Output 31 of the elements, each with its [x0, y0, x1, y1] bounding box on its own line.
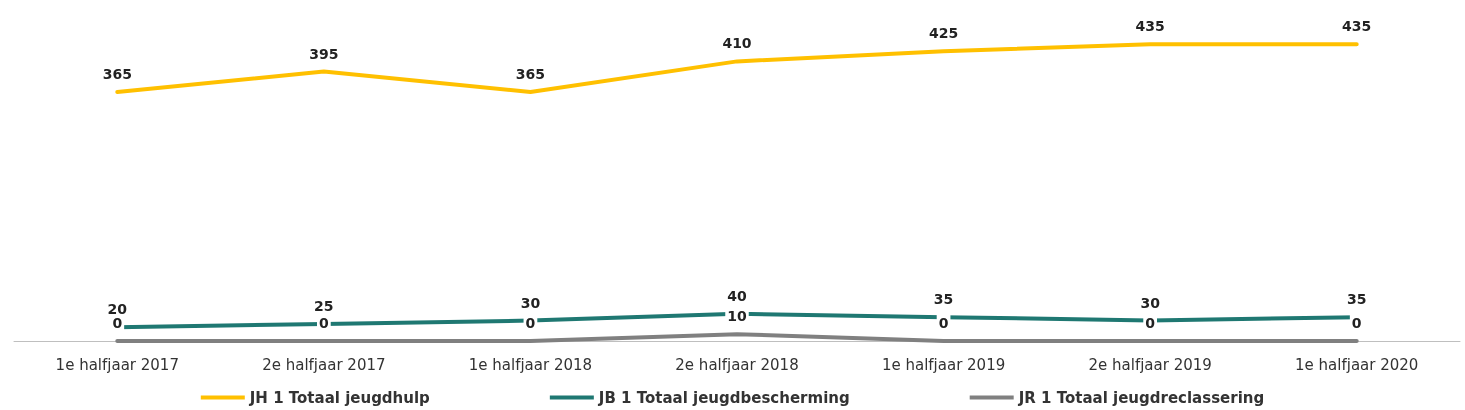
data-label: 0: [938, 315, 949, 331]
data-label: 40: [727, 287, 747, 304]
data-label: 0: [1145, 315, 1156, 331]
data-label: 435: [1135, 18, 1165, 35]
data-label: 435: [1342, 18, 1372, 35]
data-label: 30: [520, 294, 541, 311]
x-tick-label: 2e halfjaar 2018: [675, 355, 799, 374]
x-tick-label: 1e halfjaar 2019: [881, 355, 1006, 374]
legend-label: JR 1 Totaal jeugdreclassering: [1017, 388, 1265, 407]
data-label: 0: [318, 315, 329, 331]
data-label: 35: [1346, 291, 1367, 308]
data-label: 0: [1351, 315, 1362, 331]
data-label: 365: [515, 66, 546, 83]
data-label: 395: [309, 45, 339, 62]
data-label: 10: [727, 308, 747, 325]
data-label: 365: [102, 66, 132, 83]
x-tick-label: 1e halfjaar 2018: [468, 355, 593, 374]
data-label: 35: [933, 291, 954, 308]
x-tick-label: 1e halfjaar 2017: [55, 355, 179, 374]
data-label: 20: [107, 301, 128, 318]
data-label: 0: [112, 315, 123, 331]
data-label: 25: [314, 297, 334, 314]
data-label: 0: [525, 315, 536, 331]
data-label: 410: [722, 35, 752, 52]
x-tick-label: 2e halfjaar 2019: [1088, 355, 1212, 374]
x-tick-label: 1e halfjaar 2020: [1295, 355, 1419, 374]
data-label: 425: [928, 25, 959, 42]
legend-label: JH 1 Totaal jeugdhulp: [248, 388, 431, 407]
data-label: 30: [1140, 294, 1161, 311]
x-tick-label: 2e halfjaar 2017: [262, 355, 386, 374]
legend-label: JB 1 Totaal jeugdbescherming: [597, 388, 850, 407]
